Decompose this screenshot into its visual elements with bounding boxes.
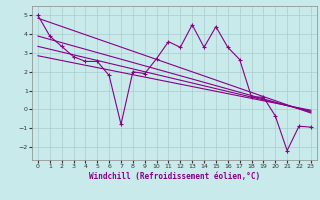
X-axis label: Windchill (Refroidissement éolien,°C): Windchill (Refroidissement éolien,°C) (89, 172, 260, 181)
